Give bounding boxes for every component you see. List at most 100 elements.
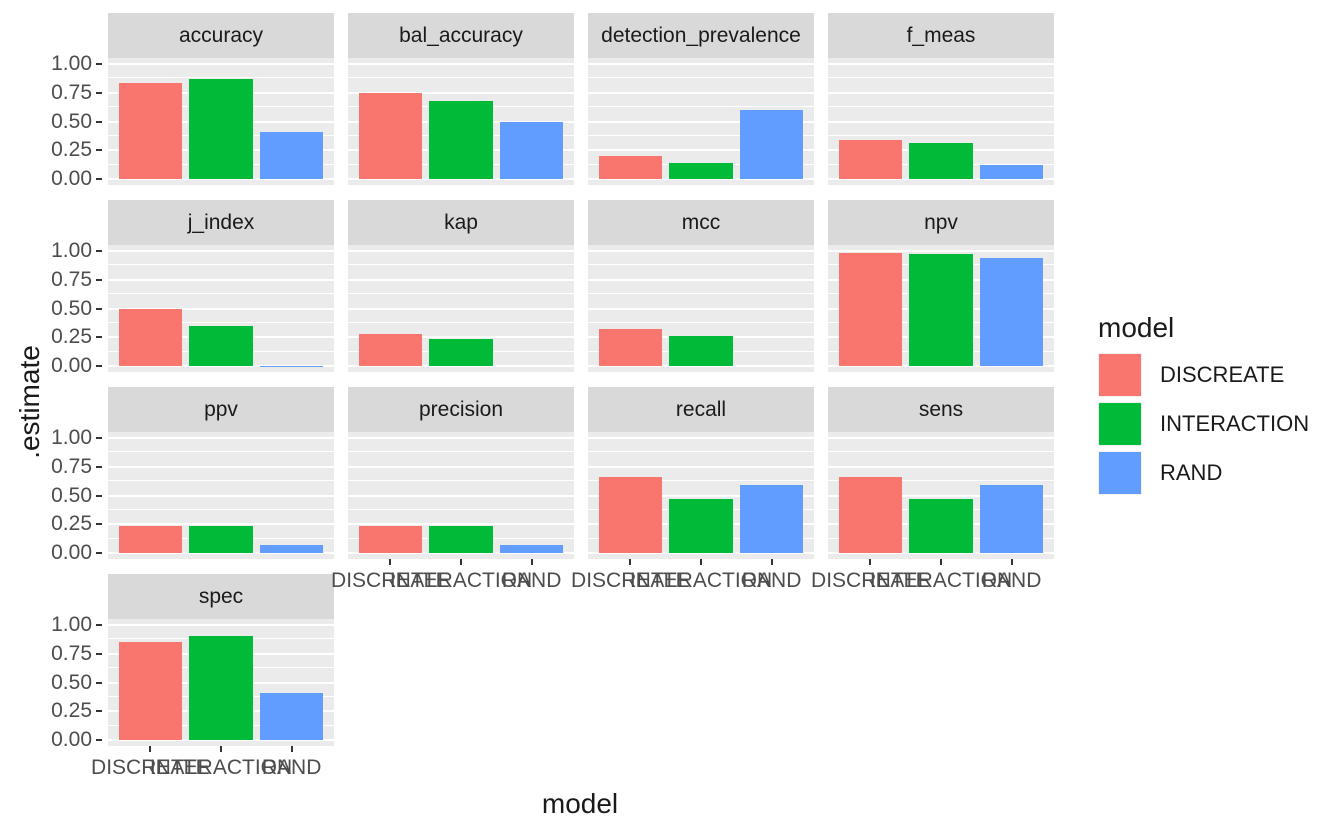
x-tick-mark bbox=[770, 559, 773, 565]
gridline-minor bbox=[588, 293, 814, 295]
y-tick-label: 1.00 bbox=[51, 612, 92, 636]
gridline-minor bbox=[828, 480, 1054, 482]
y-tick-mark bbox=[96, 739, 102, 742]
gridline-minor bbox=[108, 264, 334, 266]
gridline-minor bbox=[588, 480, 814, 482]
gridline-major bbox=[108, 552, 334, 555]
gridline-major bbox=[588, 91, 814, 94]
bar-discreate bbox=[118, 308, 183, 367]
bar-discreate bbox=[838, 253, 903, 367]
gridline-major bbox=[348, 278, 574, 281]
bar-rand bbox=[259, 545, 324, 554]
x-tick-label: DISCREATE bbox=[91, 756, 210, 779]
bar-discreate bbox=[358, 92, 423, 180]
y-tick-label: 0.75 bbox=[51, 641, 92, 665]
gridline-major bbox=[348, 249, 574, 252]
facet-strip: accuracy bbox=[108, 13, 334, 58]
x-tick-label: INTERACTION bbox=[869, 569, 1013, 592]
bar-discreate bbox=[838, 139, 903, 180]
y-tick-label: 0.00 bbox=[51, 167, 92, 191]
gridline-minor bbox=[108, 480, 334, 482]
y-tick-mark bbox=[96, 552, 102, 555]
gridline-major bbox=[348, 465, 574, 468]
x-tick-mark bbox=[220, 746, 222, 752]
facet-title: f_meas bbox=[906, 23, 976, 47]
bar-discreate bbox=[598, 329, 663, 367]
facet-strip: j_index bbox=[108, 200, 334, 245]
bar-interaction bbox=[189, 78, 253, 180]
gridline-major bbox=[828, 178, 1054, 181]
gridline-major bbox=[828, 365, 1054, 368]
gridline-minor bbox=[108, 321, 334, 323]
gridline-major bbox=[588, 149, 814, 152]
gridline-major bbox=[828, 494, 1054, 497]
gridline-minor bbox=[588, 264, 814, 266]
gridline-minor bbox=[828, 77, 1054, 79]
x-tick-label: RAND bbox=[501, 569, 562, 592]
gridline-major bbox=[348, 178, 574, 181]
x-tick-label: DISCREATE bbox=[571, 569, 690, 592]
gridline-major bbox=[588, 552, 814, 555]
facet-title: sens bbox=[918, 397, 964, 421]
gridline-major bbox=[348, 62, 574, 65]
legend-key bbox=[1098, 353, 1142, 397]
gridline-minor bbox=[588, 106, 814, 108]
y-tick-label: 0.50 bbox=[51, 296, 92, 320]
legend-swatch-interaction bbox=[1099, 403, 1141, 445]
gridline-minor bbox=[108, 293, 334, 295]
bar-discreate bbox=[838, 477, 903, 554]
legend-title: model bbox=[1098, 312, 1175, 343]
bar-rand bbox=[499, 121, 564, 180]
facet-panel bbox=[108, 619, 334, 746]
gridline-major bbox=[588, 465, 814, 468]
bar-interaction bbox=[429, 525, 493, 554]
facet-title: ppv bbox=[204, 397, 238, 421]
y-tick-label: 1.00 bbox=[51, 238, 92, 262]
gridline-minor bbox=[348, 451, 574, 453]
legend-swatch-rand bbox=[1099, 452, 1141, 494]
bar-interaction bbox=[429, 338, 493, 367]
gridline-major bbox=[828, 91, 1054, 94]
gridline-major bbox=[588, 494, 814, 497]
facet-title: spec bbox=[198, 584, 244, 608]
bar-rand bbox=[979, 165, 1044, 180]
gridline-minor bbox=[348, 508, 574, 510]
x-tick-mark bbox=[389, 559, 392, 565]
y-tick-label: 0.00 bbox=[51, 541, 92, 565]
bar-discreate bbox=[598, 477, 663, 554]
facet-title: kap bbox=[444, 210, 478, 234]
x-tick-label: DISCREATE bbox=[811, 569, 930, 592]
facet-panel bbox=[828, 432, 1054, 559]
gridline-minor bbox=[588, 321, 814, 323]
y-tick-label: 0.75 bbox=[51, 267, 92, 291]
facet-strip: npv bbox=[828, 200, 1054, 245]
gridline-major bbox=[348, 307, 574, 310]
x-tick-label: RAND bbox=[261, 756, 322, 779]
gridline-major bbox=[828, 249, 1054, 252]
gridline-major bbox=[348, 552, 574, 555]
gridline-major bbox=[108, 436, 334, 439]
facet-panel bbox=[588, 432, 814, 559]
facet-title: j_index bbox=[187, 210, 255, 234]
gridline-major bbox=[828, 552, 1054, 555]
gridline-minor bbox=[828, 134, 1054, 136]
gridline-major bbox=[588, 278, 814, 281]
facet-panel bbox=[108, 58, 334, 185]
x-tick-mark bbox=[700, 559, 702, 565]
y-tick-label: 1.00 bbox=[51, 425, 92, 449]
legend-label: INTERACTION bbox=[1160, 411, 1310, 436]
bar-discreate bbox=[358, 525, 423, 554]
y-tick-mark bbox=[96, 278, 102, 281]
facet-panel bbox=[348, 58, 574, 185]
facet-strip: recall bbox=[588, 387, 814, 432]
y-tick-label: 0.25 bbox=[51, 512, 92, 536]
gridline-minor bbox=[588, 77, 814, 79]
x-tick-label: RAND bbox=[741, 569, 802, 592]
gridline-major bbox=[108, 178, 334, 181]
bar-rand bbox=[499, 545, 564, 554]
facet-strip: ppv bbox=[108, 387, 334, 432]
y-tick-mark bbox=[96, 710, 102, 713]
y-tick-label: 0.25 bbox=[51, 325, 92, 349]
x-tick-label: INTERACTION bbox=[389, 569, 533, 592]
bar-discreate bbox=[358, 333, 423, 367]
